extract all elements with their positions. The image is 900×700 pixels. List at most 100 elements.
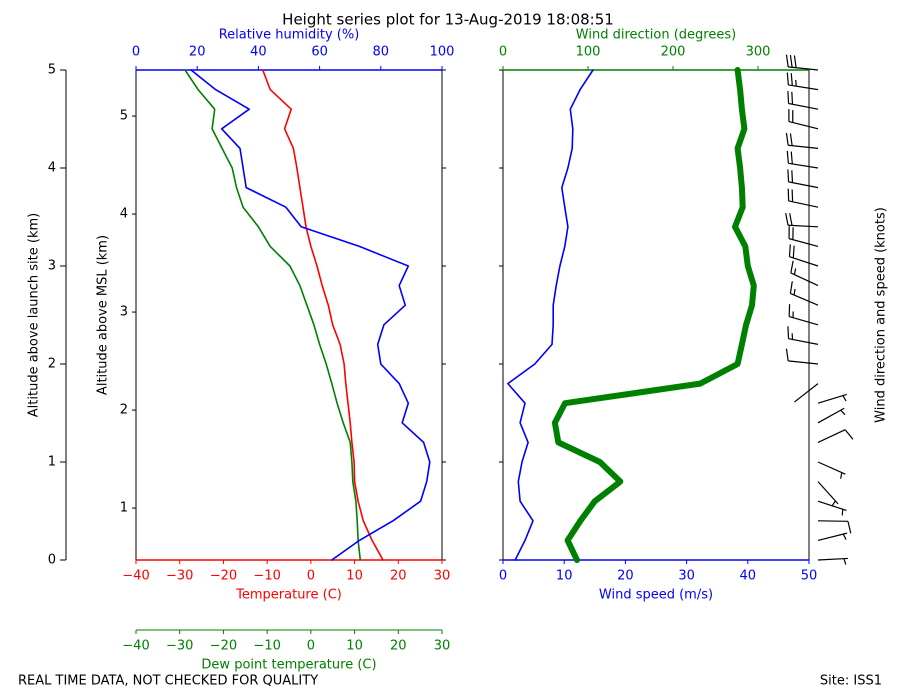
barb-staff bbox=[788, 181, 819, 189]
barb-feather bbox=[790, 151, 793, 164]
barb-staff bbox=[817, 429, 846, 443]
x-tick-label: 0 bbox=[307, 569, 315, 584]
barb-staff bbox=[788, 120, 819, 130]
barb-staff bbox=[788, 238, 819, 247]
wind-barb bbox=[817, 407, 846, 424]
x-axis-label: Temperature (C) bbox=[235, 588, 342, 603]
barb-feather bbox=[844, 429, 854, 440]
barb-staff bbox=[790, 292, 819, 306]
wind-barb bbox=[789, 281, 819, 306]
x-tick-label: 60 bbox=[311, 45, 328, 60]
barb-staff bbox=[788, 315, 819, 326]
barb-staff bbox=[788, 224, 819, 228]
barb-feather bbox=[787, 91, 790, 104]
wind-barb bbox=[787, 326, 819, 345]
barb-feather bbox=[790, 260, 794, 274]
x-tick-label: 0 bbox=[132, 45, 140, 60]
barb-staff bbox=[817, 407, 845, 424]
y-tick-label: 4 bbox=[48, 161, 56, 176]
series-line bbox=[262, 69, 384, 561]
barb-staff bbox=[817, 481, 839, 505]
barb-staff bbox=[790, 272, 819, 287]
barb-feather bbox=[840, 472, 843, 479]
barb-staff bbox=[788, 162, 819, 169]
barb-staff bbox=[817, 461, 846, 475]
wind-barb bbox=[785, 212, 819, 228]
barb-feather bbox=[791, 91, 794, 105]
y2-tick-label: 1 bbox=[120, 501, 128, 516]
x-tick-label: 30 bbox=[434, 569, 451, 584]
x-tick-label: 0 bbox=[499, 569, 507, 584]
barb-feather bbox=[789, 54, 793, 68]
x-tick-label: 0 bbox=[307, 639, 315, 654]
wind-barb bbox=[817, 461, 846, 479]
x-tick-label: −30 bbox=[166, 569, 193, 584]
x-tick-label: 40 bbox=[250, 45, 267, 60]
footer-site: Site: ISS1 bbox=[820, 674, 882, 689]
x-tick-label: 80 bbox=[373, 45, 390, 60]
x-tick-label: 20 bbox=[390, 639, 407, 654]
barb-staff bbox=[817, 557, 848, 561]
barb-staff bbox=[817, 393, 847, 404]
x-tick-label: 50 bbox=[801, 569, 818, 584]
x-tick-label: 30 bbox=[678, 569, 695, 584]
barb-staff bbox=[817, 520, 849, 522]
x-tick-label: 40 bbox=[740, 569, 757, 584]
barb-feather bbox=[793, 268, 797, 275]
barb-feather bbox=[785, 212, 789, 226]
x-tick-label: 300 bbox=[746, 45, 771, 60]
wind-barb bbox=[787, 169, 819, 189]
x-tick-label: 0 bbox=[499, 45, 507, 60]
wind-barb bbox=[788, 109, 819, 130]
y2-tick-label: 3 bbox=[120, 305, 128, 320]
wind-barb bbox=[817, 429, 854, 443]
barb-axis-label: Wind direction and speed (knots) bbox=[874, 207, 889, 423]
plot-frame bbox=[135, 69, 443, 561]
y-axis-label: Altitude above launch site (km) bbox=[27, 213, 42, 417]
x-tick-label: 20 bbox=[390, 569, 407, 584]
wind-barb bbox=[788, 244, 819, 267]
x-tick-label: −40 bbox=[122, 569, 149, 584]
wind-barb bbox=[786, 150, 819, 169]
y2-tick-label: 4 bbox=[120, 207, 128, 222]
direction-line bbox=[551, 67, 757, 563]
barb-staff bbox=[788, 84, 819, 91]
barb-staff bbox=[817, 532, 848, 541]
x-tick-label: 30 bbox=[434, 639, 451, 654]
barb-feather bbox=[785, 54, 789, 67]
x-tick-label: 10 bbox=[346, 639, 363, 654]
chart-title: Height series plot for 13-Aug-2019 18:08… bbox=[282, 11, 614, 29]
x-tick-label: 20 bbox=[617, 569, 634, 584]
wind-barb bbox=[817, 393, 847, 404]
barb-feather bbox=[789, 213, 793, 226]
barb-feather bbox=[842, 395, 847, 402]
wind-barb bbox=[787, 188, 819, 208]
wind-barb bbox=[817, 557, 848, 565]
x-axis-label: Wind direction (degrees) bbox=[576, 28, 736, 43]
barb-feather bbox=[840, 409, 846, 416]
wind-barb bbox=[817, 532, 848, 541]
wind-barb bbox=[786, 72, 819, 91]
x-axis-label: Relative humidity (%) bbox=[219, 28, 360, 43]
wind-barb bbox=[785, 348, 819, 365]
barb-feather bbox=[789, 281, 793, 294]
barb-staff bbox=[788, 66, 819, 71]
x-tick-label: −10 bbox=[253, 569, 280, 584]
x-tick-label: 10 bbox=[346, 569, 363, 584]
y2-axis-label: Altitude above MSL (km) bbox=[96, 235, 111, 395]
barb-feather bbox=[793, 55, 797, 68]
barb-feather bbox=[786, 72, 789, 85]
x-tick-label: −20 bbox=[210, 569, 237, 584]
series-line bbox=[184, 69, 362, 561]
footer-note: REAL TIME DATA, NOT CHECKED FOR QUALITY bbox=[18, 674, 318, 689]
barb-staff bbox=[788, 102, 819, 110]
barb-staff bbox=[788, 144, 819, 149]
x-tick-label: 100 bbox=[430, 45, 455, 60]
barb-feather bbox=[795, 79, 797, 87]
x-tick-label: −10 bbox=[253, 639, 280, 654]
x-tick-label: 100 bbox=[576, 45, 601, 60]
x-tick-label: −40 bbox=[122, 639, 149, 654]
barb-feather bbox=[788, 244, 791, 257]
barb-feather bbox=[842, 533, 847, 540]
barb-staff bbox=[793, 383, 819, 403]
